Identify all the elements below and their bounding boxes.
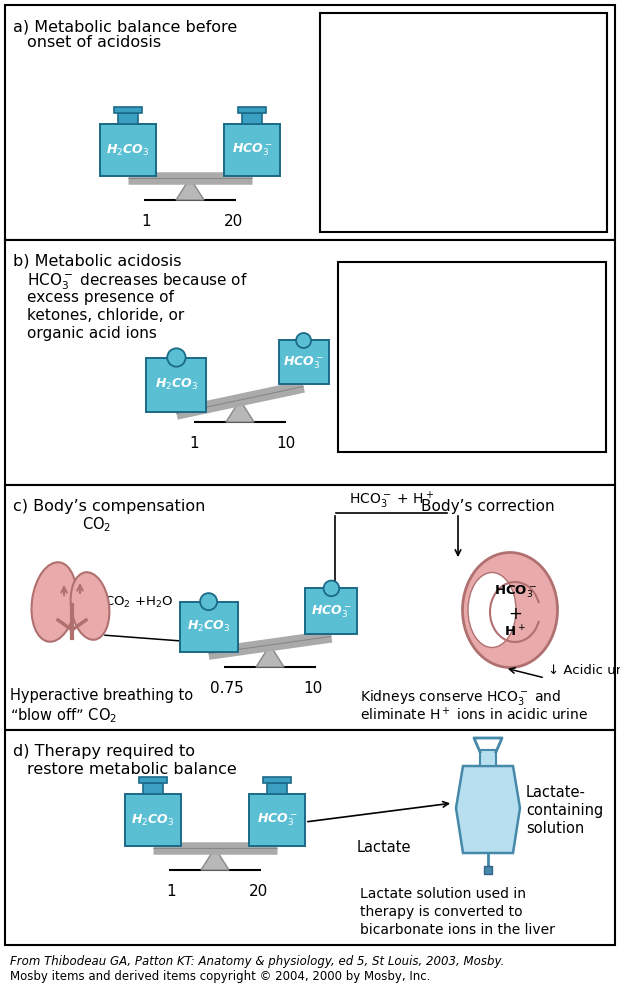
Polygon shape [456,766,520,853]
Bar [146,358,206,412]
Polygon shape [176,178,204,200]
Text: “blow off” CO$_2$: “blow off” CO$_2$ [10,706,117,725]
Bar [5,485,615,730]
Bar [484,866,492,874]
Text: 20: 20 [249,884,268,899]
Circle shape [200,593,217,610]
Text: b) Metabolic acidosis: b) Metabolic acidosis [13,254,182,269]
Bar [338,262,606,452]
Text: HCO$_3^-$: HCO$_3^-$ [494,584,536,600]
Text: pH — decreases: pH — decreases [356,312,481,327]
Polygon shape [226,400,254,422]
Text: 20: 20 [224,214,243,229]
Text: solution: solution [526,821,584,836]
Text: H$^+$: H$^+$ [504,624,526,639]
Bar [180,602,237,652]
Text: Lactate solution used in: Lactate solution used in [360,887,526,901]
Text: HCO$_3^-$ + H$^+$: HCO$_3^-$ + H$^+$ [349,490,434,511]
Text: excess presence of: excess presence of [27,290,174,305]
Bar [278,341,329,384]
Bar [114,107,142,112]
Text: CO$_2$ +H$_2$O: CO$_2$ +H$_2$O [104,595,174,610]
Bar [306,588,357,634]
Bar [267,782,287,794]
Text: c) Body’s compensation: c) Body’s compensation [13,499,205,514]
Text: Lactate: Lactate [356,840,411,856]
Text: eliminate H$^+$ ions in acidic urine: eliminate H$^+$ ions in acidic urine [360,706,588,723]
Text: HCO$_3^-$: HCO$_3^-$ [311,603,352,620]
Text: a) Metabolic balance before: a) Metabolic balance before [13,19,237,34]
Text: HCO$_3^-$: HCO$_3^-$ [283,355,324,370]
Bar [118,112,138,124]
Ellipse shape [32,562,76,642]
Text: d) Therapy required to: d) Therapy required to [13,744,195,759]
Text: HCO$_3^-$ decreases because of: HCO$_3^-$ decreases because of [27,272,248,293]
Text: restore metabolic balance: restore metabolic balance [27,762,237,777]
Text: Body’s correction: Body’s correction [422,499,555,514]
Text: bicarbonate ions in the liver: bicarbonate ions in the liver [360,923,555,937]
Bar [5,730,615,945]
Bar [238,107,266,112]
Polygon shape [201,848,229,870]
Text: P$\rm_{CO_2}$ \u2014 no change: P$\rm_{CO_2}$ \u2014 no change [356,340,531,361]
Text: HCO$_3^-$: HCO$_3^-$ [257,812,297,828]
Text: 1: 1 [190,436,199,451]
Bar [242,112,262,124]
Circle shape [296,333,311,348]
Circle shape [167,349,185,366]
Bar [143,782,163,794]
Text: HCO$_3^-$ : Bicarbonate ion: HCO$_3^-$ : Bicarbonate ion [332,51,508,72]
Text: HCO$_3^-$ \u2014 decreases: HCO$_3^-$ \u2014 decreases [356,370,546,390]
Text: Lactate-: Lactate- [526,785,586,800]
Text: From Thibodeau GA, Patton KT: Anatomy & physiology, ed 5, St Louis, 2003, Mosby.: From Thibodeau GA, Patton KT: Anatomy & … [10,955,505,968]
Text: +: + [508,605,522,623]
Circle shape [324,580,339,596]
Bar [249,794,305,846]
Text: ketones, chloride, or: ketones, chloride, or [27,308,184,323]
Bar [263,777,291,782]
Text: therapy is converted to: therapy is converted to [360,905,523,919]
Text: (Mg$^{++}$$\bullet$ HCO$_3^-$): (Mg$^{++}$$\bullet$ HCO$_3^-$) [405,127,521,149]
Text: H$_2$CO$_3$: H$_2$CO$_3$ [131,813,175,827]
Text: Hyperactive breathing to: Hyperactive breathing to [10,688,193,703]
Ellipse shape [468,572,516,647]
Text: 10: 10 [276,436,295,451]
Bar [139,777,167,782]
Text: 1: 1 [142,214,151,229]
Bar [5,240,615,485]
Text: organic acid ions: organic acid ions [27,326,157,341]
Text: (Na$^+$$\bullet$ HCO$_3^-$): (Na$^+$$\bullet$ HCO$_3^-$) [411,79,516,100]
Text: (Ca$^{++}$$\bullet$ HCO$_3^-$): (Ca$^{++}$$\bullet$ HCO$_3^-$) [407,151,520,172]
Text: HCO$_3^-$: HCO$_3^-$ [232,142,272,159]
Text: H$_2$CO$_3$ : Carbonic acid: H$_2$CO$_3$ : Carbonic acid [332,27,494,45]
Text: CO$_2$: CO$_2$ [82,515,111,534]
Text: onset of acidosis: onset of acidosis [27,35,161,50]
Text: containing: containing [526,803,603,818]
Text: H$_2$CO$_3$: H$_2$CO$_3$ [107,143,149,158]
Text: Mosby items and derived items copyright © 2004, 2000 by Mosby, Inc.: Mosby items and derived items copyright … [10,970,430,983]
Text: 0.75: 0.75 [210,681,244,696]
Text: H$_2$CO$_3$: H$_2$CO$_3$ [187,620,230,634]
Text: (K$^+$$\bullet$ HCO$_3^-$): (K$^+$$\bullet$ HCO$_3^-$) [416,103,511,125]
Text: ↓ Acidic urine: ↓ Acidic urine [548,664,620,677]
Text: H$_2$CO$_3$: H$_2$CO$_3$ [155,377,198,392]
Bar [5,5,615,240]
Text: 10: 10 [304,681,323,696]
Bar [320,13,607,232]
Ellipse shape [463,553,557,668]
Text: Primary change: Primary change [409,278,536,293]
Text: Kidneys conserve HCO$_3^-$ and: Kidneys conserve HCO$_3^-$ and [360,688,561,707]
Text: 1: 1 [167,884,177,899]
Bar [100,124,156,176]
Bar [480,750,496,766]
Ellipse shape [71,572,109,640]
Bar [224,124,280,176]
Bar [125,794,181,846]
Polygon shape [256,645,284,667]
